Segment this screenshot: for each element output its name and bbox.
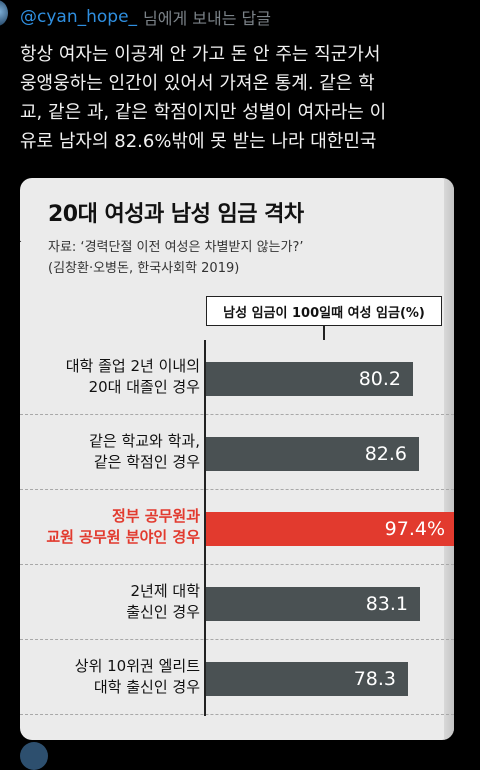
category-label: 상위 10위권 엘리트 대학 출신인 경우 xyxy=(74,657,200,696)
unit-label: 남성 임금이 100일때 여성 임금(%) xyxy=(206,296,442,326)
bar: 80.2 xyxy=(206,362,413,396)
bar-value-label: 80.2 xyxy=(358,368,401,390)
chart-row: 정부 공무원과 교원 공무원 분야인 경우 97.4% xyxy=(20,490,454,565)
source-line-2: (김창환·오병돈, 한국사회학 2019) xyxy=(48,261,240,276)
chart-source: 자료: ‘경력단절 이전 여성은 차별받지 않는가?’ (김창환·오병돈, 한국… xyxy=(48,237,304,279)
bar-value-label: 78.3 xyxy=(353,668,396,690)
reply-to-label: 님에게 보내는 답글 xyxy=(143,9,271,28)
chart-row: 같은 학교와 학과, 같은 학점인 경우 82.6 xyxy=(20,415,454,490)
category-label: 대학 졸업 2년 이내의 20대 대졸인 경우 xyxy=(65,357,200,396)
category-label: 같은 학교와 학과, 같은 학점인 경우 xyxy=(89,432,200,471)
cursor-icon: ▸ xyxy=(20,233,23,248)
bar: 83.1 xyxy=(206,587,420,621)
bar: 82.6 xyxy=(206,437,419,471)
chart-row: 상위 10위권 엘리트 대학 출신인 경우 78.3 xyxy=(20,640,454,715)
category-label: 2년제 대학 출신인 경우 xyxy=(126,582,200,621)
attached-chart-image[interactable]: 20대 여성과 남성 임금 격차 ▸ 자료: ‘경력단절 이전 여성은 차별받지… xyxy=(20,178,454,740)
reply-header: @cyan_hope_ 님에게 보내는 답글 xyxy=(20,4,271,30)
category-label: 정부 공무원과 교원 공무원 분야인 경우 xyxy=(46,507,200,546)
bar-value-label: 97.4% xyxy=(384,518,445,540)
chart-axis xyxy=(204,340,206,716)
chart-rows: 대학 졸업 2년 이내의 20대 대졸인 경우 80.2 같은 학교와 학과, 같은… xyxy=(20,340,454,715)
source-line-1: 자료: ‘경력단절 이전 여성은 차별받지 않는가?’ xyxy=(48,240,304,255)
bar: 78.3 xyxy=(206,662,408,696)
bar-value-label: 82.6 xyxy=(364,443,407,465)
user-avatar[interactable] xyxy=(0,0,8,26)
next-tweet-avatar[interactable] xyxy=(20,742,48,770)
chart-row: 2년제 대학 출신인 경우 83.1 xyxy=(20,565,454,640)
unit-label-connector xyxy=(323,326,325,340)
card-edge xyxy=(444,178,454,740)
user-handle[interactable]: @cyan_hope_ xyxy=(20,7,138,27)
chart-row: 대학 졸업 2년 이내의 20대 대졸인 경우 80.2 xyxy=(20,340,454,415)
bar: 97.4% xyxy=(206,512,454,546)
bar-value-label: 83.1 xyxy=(365,593,408,615)
chart-title: 20대 여성과 남성 임금 격차 xyxy=(48,202,304,227)
tweet-text: 항상 여자는 이공계 안 가고 돈 안 주는 직군가서 웅앵웅하는 인간이 있어… xyxy=(20,44,387,152)
